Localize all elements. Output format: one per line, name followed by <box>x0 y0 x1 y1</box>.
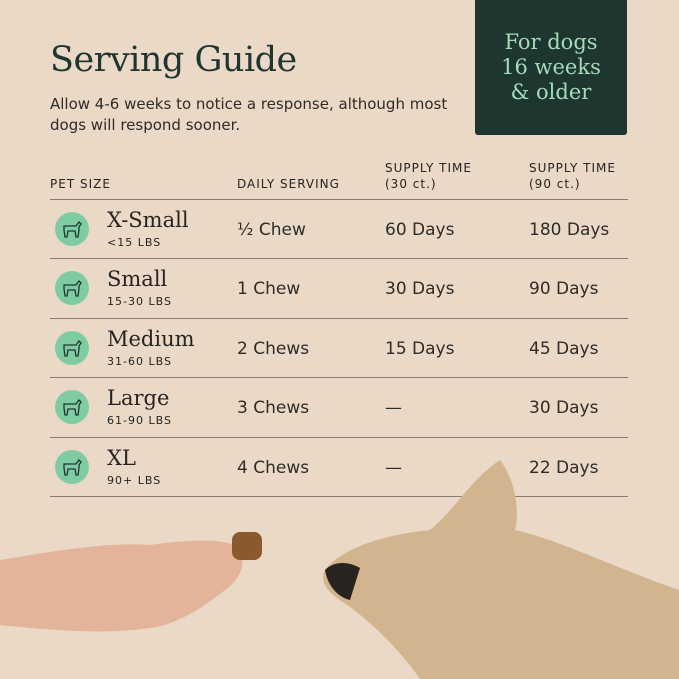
size-weight: 15-30 LBS <box>107 295 172 308</box>
supply-90: 90 Days <box>529 279 599 299</box>
size-weight: 61-90 LBS <box>107 414 172 427</box>
size-weight: 90+ LBS <box>107 474 162 487</box>
page-title: Serving Guide <box>50 40 297 80</box>
size-name: Large <box>107 386 170 410</box>
hand <box>0 540 243 632</box>
size-name: Small <box>107 267 168 291</box>
chew <box>232 532 262 560</box>
doberman-icon <box>55 450 89 484</box>
size-name: X-Small <box>107 208 189 232</box>
dachshund-icon <box>55 271 89 305</box>
supply-90: 30 Days <box>529 398 599 418</box>
subtitle: Allow 4-6 weeks to notice a response, al… <box>50 95 448 134</box>
photo-hand-feeding-dog <box>0 460 679 679</box>
daily-serving: 1 Chew <box>237 279 301 299</box>
size-weight: 31-60 LBS <box>107 355 172 368</box>
row-divider <box>50 496 628 497</box>
supply-90: 180 Days <box>529 220 610 240</box>
dog <box>323 460 679 679</box>
supply-30: 60 Days <box>385 220 455 240</box>
table-row: XL 90+ LBS 4 Chews — 22 Days <box>50 438 628 497</box>
size-name: Medium <box>107 327 195 351</box>
row-divider <box>50 377 628 378</box>
bulldog-icon <box>55 331 89 365</box>
row-divider <box>50 318 628 319</box>
header-pet-size: PET SIZE <box>50 177 111 191</box>
daily-serving: 3 Chews <box>237 398 310 418</box>
retriever-icon <box>55 390 89 424</box>
table-row: X-Small <15 LBS ½ Chew 60 Days 180 Days <box>50 200 628 259</box>
row-divider <box>50 437 628 438</box>
size-weight: <15 LBS <box>107 236 162 249</box>
row-divider <box>50 199 628 200</box>
header-supply-30: SUPPLY TIME (30 ct.) <box>385 161 472 191</box>
badge-text: For dogs 16 weeks & older <box>501 30 601 104</box>
supply-90: 45 Days <box>529 339 599 359</box>
size-name: XL <box>107 446 136 470</box>
header-daily-serving: DAILY SERVING <box>237 177 340 191</box>
daily-serving: ½ Chew <box>237 220 306 240</box>
supply-90: 22 Days <box>529 458 599 478</box>
supply-30: 15 Days <box>385 339 455 359</box>
chihuahua-icon <box>55 212 89 246</box>
table-row: Medium 31-60 LBS 2 Chews 15 Days 45 Days <box>50 319 628 378</box>
supply-30: — <box>385 398 402 418</box>
table-row: Small 15-30 LBS 1 Chew 30 Days 90 Days <box>50 259 628 318</box>
header-supply-90: SUPPLY TIME (90 ct.) <box>529 161 616 191</box>
supply-30: — <box>385 458 402 478</box>
table-row: Large 61-90 LBS 3 Chews — 30 Days <box>50 378 628 437</box>
daily-serving: 2 Chews <box>237 339 310 359</box>
age-badge: For dogs 16 weeks & older <box>475 0 627 135</box>
daily-serving: 4 Chews <box>237 458 310 478</box>
supply-30: 30 Days <box>385 279 455 299</box>
row-divider <box>50 258 628 259</box>
